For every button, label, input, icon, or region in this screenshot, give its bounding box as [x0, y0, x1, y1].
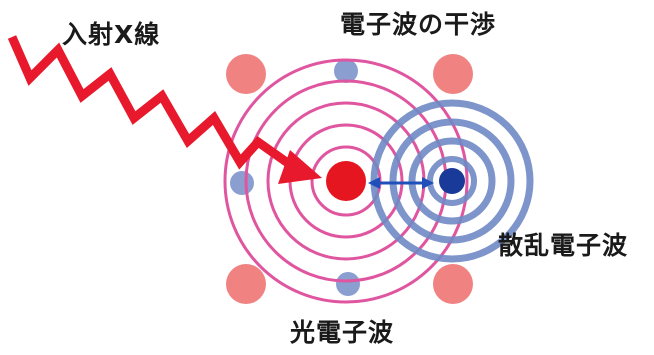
lattice-atom-large-bottom-left	[226, 264, 266, 304]
photoelectron-wave-label: 光電子波	[290, 318, 395, 347]
emitter-atom	[326, 161, 366, 201]
lattice-atom-small-top	[334, 59, 358, 83]
lattice-atom-large-top-left	[226, 54, 266, 94]
photoelectron-ring-5	[223, 58, 469, 304]
lattice-atom-large-top-right	[433, 54, 473, 94]
lattice-atom-small-left	[230, 171, 254, 195]
scattered-electron-wave-label: 散乱電子波	[498, 231, 629, 260]
incident-xray-arrow	[7, 35, 322, 184]
incident-xray-label: 入射X線	[62, 20, 161, 49]
electron-interference-label: 電子波の干渉	[340, 10, 497, 39]
scatterer-atom	[439, 168, 465, 194]
xray-zigzag-line	[7, 35, 295, 170]
xray-arrow-head	[278, 150, 322, 184]
lattice-atom-large-bottom-right	[433, 264, 473, 304]
lattice-atom-small-bottom	[336, 272, 360, 296]
